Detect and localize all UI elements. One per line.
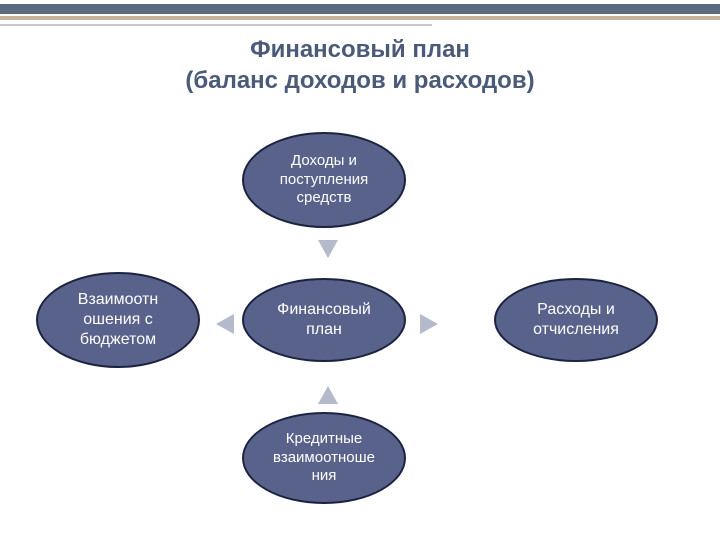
node-top-label: Доходы ипоступлениясредств [280,152,369,208]
title-line1: Финансовый план [0,34,720,65]
node-left-label: Взаимоотношения сбюджетом [78,290,158,350]
slide: Финансовый план (баланс доходов и расход… [0,0,720,540]
node-center-label: Финансовыйплан [277,300,371,340]
header-rule-3 [0,24,432,26]
node-left: Взаимоотношения сбюджетом [36,272,200,368]
node-right: Расходы иотчисления [494,278,658,362]
node-bottom-label: Кредитныевзаимоотношения [273,430,375,486]
node-right-label: Расходы иотчисления [533,300,619,340]
header-rule-2 [0,16,720,20]
node-center: Финансовыйплан [242,278,406,362]
arrow-up-icon [318,386,338,404]
header-rule-1 [0,4,720,14]
arrow-right-icon [420,314,438,334]
arrow-left-icon [216,314,234,334]
title-line2: (баланс доходов и расходов) [0,65,720,96]
node-top: Доходы ипоступлениясредств [242,132,406,228]
page-title: Финансовый план (баланс доходов и расход… [0,34,720,96]
node-bottom: Кредитныевзаимоотношения [242,412,406,504]
arrow-down-icon [318,240,338,258]
